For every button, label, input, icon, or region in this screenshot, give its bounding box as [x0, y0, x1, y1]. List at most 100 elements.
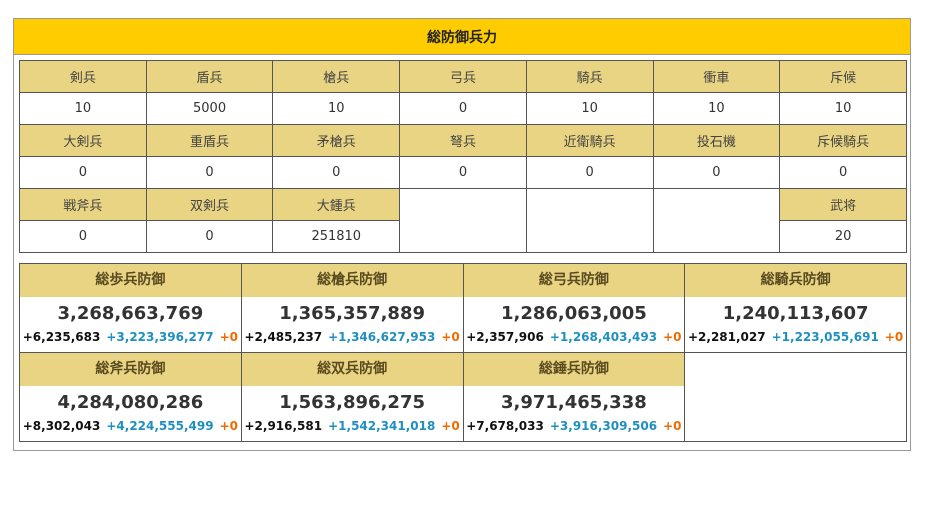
unit-count: 10 — [652, 92, 781, 125]
defense-title: 総歩兵防御 — [20, 264, 241, 297]
unit-value-row: 0 0 251810 20 — [19, 220, 907, 253]
unit-count: 10 — [272, 92, 401, 125]
defense-breakdown: +2,916,581 +1,542,341,018 +0 — [242, 418, 463, 434]
defense-base: +7,678,033 — [466, 419, 544, 433]
defense-breakdown: +2,357,906 +1,268,403,493 +0 — [464, 329, 685, 345]
unit-name-row: 剣兵 盾兵 槍兵 弓兵 騎兵 衝車 斥候 — [19, 60, 907, 93]
defense-total: 1,240,113,607 — [722, 303, 869, 324]
unit-name: 重盾兵 — [145, 124, 274, 157]
defense-row: 総歩兵防御 3,268,663,769 +6,235,683 +3,223,396… — [19, 263, 907, 353]
unit-name: 剣兵 — [19, 60, 147, 93]
defense-bonus: +4,224,555,499 — [106, 419, 214, 433]
defense-extra: +0 — [441, 330, 460, 344]
empty-cell — [399, 188, 527, 253]
unit-count: 0 — [399, 156, 527, 189]
unit-count: 0 — [145, 220, 274, 253]
defense-title: 総斧兵防御 — [20, 353, 241, 386]
defense-base: +2,485,237 — [244, 330, 323, 344]
defense-bonus: +1,346,627,953 — [328, 330, 436, 344]
unit-name: 衝車 — [652, 60, 781, 93]
defense-cell: 総槍兵防御 1,365,357,889 +2,485,237 +1,346,627… — [240, 263, 464, 353]
unit-count: 10 — [779, 92, 907, 125]
defense-row: 総斧兵防御 4,284,080,286 +8,302,043 +4,224,555… — [19, 352, 907, 442]
defense-cell: 総双兵防御 1,563,896,275 +2,916,581 +1,542,341… — [240, 352, 464, 442]
unit-name: 斥候騎兵 — [779, 124, 907, 157]
unit-name: 投石機 — [652, 124, 781, 157]
defense-title: 総錘兵防御 — [463, 353, 685, 386]
defense-breakdown: +6,235,683 +3,223,396,277 +0 — [20, 329, 241, 345]
defense-summary-table: 総歩兵防御 3,268,663,769 +6,235,683 +3,223,396… — [19, 263, 907, 442]
unit-name: 大鍾兵 — [272, 188, 401, 221]
unit-name: 矛槍兵 — [272, 124, 401, 157]
defense-bonus: +1,542,341,018 — [328, 419, 436, 433]
defense-bonus: +1,223,055,691 — [771, 330, 879, 344]
defense-base: +8,302,043 — [22, 419, 101, 433]
defense-cell: 総錘兵防御 3,971,465,338 +7,678,033 +3,916,309… — [462, 352, 686, 442]
defense-extra: +0 — [663, 419, 682, 433]
unit-count: 0 — [652, 156, 781, 189]
unit-count: 0 — [779, 156, 907, 189]
defense-total: 3,268,663,769 — [57, 303, 204, 324]
defense-breakdown: +7,678,033 +3,916,309,506 +0 — [464, 418, 685, 434]
unit-count: 10 — [525, 92, 654, 125]
defense-total: 1,365,357,889 — [279, 303, 425, 324]
unit-name: 騎兵 — [525, 60, 654, 93]
defense-breakdown: +8,302,043 +4,224,555,499 +0 — [20, 418, 241, 434]
empty-cell — [525, 188, 654, 253]
unit-name: 近衛騎兵 — [525, 124, 654, 157]
unit-count: 0 — [19, 220, 147, 253]
defense-bonus: +3,223,396,277 — [106, 330, 214, 344]
defense-breakdown: +2,281,027 +1,223,055,691 +0 — [685, 329, 906, 345]
defense-cell: 総斧兵防御 4,284,080,286 +8,302,043 +4,224,555… — [19, 352, 242, 442]
unit-name: 双剣兵 — [145, 188, 274, 221]
unit-count: 20 — [779, 220, 907, 253]
unit-value-row: 0 0 0 0 0 0 0 — [19, 156, 907, 189]
unit-name: 弩兵 — [399, 124, 527, 157]
defense-title: 総騎兵防御 — [685, 264, 906, 297]
defense-total: 1,563,896,275 — [279, 392, 425, 413]
defense-breakdown: +2,485,237 +1,346,627,953 +0 — [242, 329, 463, 345]
unit-count: 0 — [145, 156, 274, 189]
defense-base: +2,916,581 — [244, 419, 323, 433]
defense-cell: 総歩兵防御 3,268,663,769 +6,235,683 +3,223,396… — [19, 263, 242, 353]
panel-title: 総防御兵力 — [14, 19, 910, 55]
total-defense-panel: 総防御兵力 剣兵 盾兵 槍兵 弓兵 騎兵 衝車 斥候 10 5000 10 0 … — [13, 18, 911, 451]
unit-name: 武将 — [779, 188, 907, 221]
defense-extra: +0 — [884, 330, 904, 344]
unit-name-row: 戦斧兵 双剣兵 大鍾兵 武将 — [19, 188, 907, 253]
unit-count-table: 剣兵 盾兵 槍兵 弓兵 騎兵 衝車 斥候 10 5000 10 0 10 10 … — [19, 60, 907, 253]
unit-name-row: 大剣兵 重盾兵 矛槍兵 弩兵 近衛騎兵 投石機 斥候騎兵 — [19, 124, 907, 157]
unit-count: 0 — [272, 156, 401, 189]
defense-total: 4,284,080,286 — [57, 392, 204, 413]
unit-count: 10 — [19, 92, 147, 125]
defense-bonus: +3,916,309,506 — [549, 419, 658, 433]
defense-extra: +0 — [663, 330, 682, 344]
defense-extra: +0 — [219, 330, 238, 344]
unit-name: 盾兵 — [145, 60, 274, 93]
unit-count: 0 — [525, 156, 654, 189]
defense-title: 総双兵防御 — [241, 353, 463, 386]
defense-total: 3,971,465,338 — [500, 392, 647, 413]
unit-count: 0 — [399, 92, 527, 125]
defense-title: 総槍兵防御 — [241, 264, 463, 297]
defense-bonus: +1,268,403,493 — [549, 330, 658, 344]
defense-extra: +0 — [441, 419, 460, 433]
unit-name: 大剣兵 — [19, 124, 147, 157]
unit-count: 251810 — [272, 220, 401, 253]
empty-cell — [652, 188, 781, 253]
defense-cell: 総騎兵防御 1,240,113,607 +2,281,027 +1,223,055… — [684, 263, 907, 353]
unit-name: 戦斧兵 — [19, 188, 147, 221]
defense-base: +2,357,906 — [466, 330, 544, 344]
unit-count: 0 — [19, 156, 147, 189]
defense-cell: 総弓兵防御 1,286,063,005 +2,357,906 +1,268,403… — [462, 263, 686, 353]
empty-cell — [684, 352, 907, 442]
unit-name: 槍兵 — [272, 60, 401, 93]
unit-count: 5000 — [145, 92, 274, 125]
unit-value-row: 10 5000 10 0 10 10 10 — [19, 92, 907, 125]
unit-name: 斥候 — [779, 60, 907, 93]
unit-name: 弓兵 — [399, 60, 527, 93]
defense-base: +2,281,027 — [687, 330, 766, 344]
defense-base: +6,235,683 — [22, 330, 101, 344]
defense-title: 総弓兵防御 — [463, 264, 685, 297]
defense-extra: +0 — [219, 419, 238, 433]
